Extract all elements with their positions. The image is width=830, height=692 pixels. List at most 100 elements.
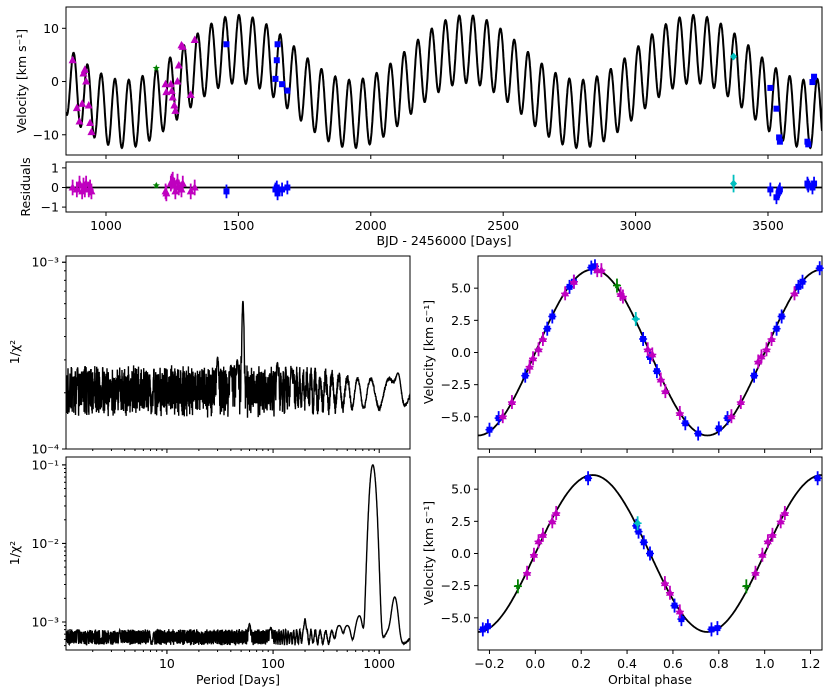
square-marker — [805, 141, 812, 148]
triangle-marker — [78, 99, 87, 107]
panel-periodogram_top: 10⁻³ 10⁻⁴ — [31, 255, 411, 457]
triangle-marker — [170, 181, 179, 189]
star-marker — [152, 181, 160, 189]
triangle-marker — [548, 516, 557, 525]
triangle-marker — [751, 568, 760, 576]
square-marker — [588, 264, 595, 271]
triangle-marker — [780, 508, 789, 516]
triangle-marker — [538, 530, 547, 538]
triangle-marker — [660, 578, 669, 587]
triangle-marker — [178, 179, 187, 187]
diamond-marker — [634, 519, 642, 528]
square-marker — [566, 283, 573, 290]
triangle-marker — [552, 508, 561, 516]
square-marker — [809, 184, 816, 191]
triangle-marker — [675, 408, 684, 416]
triangle-marker — [648, 349, 657, 358]
triangle-marker — [72, 103, 81, 112]
triangle-marker — [569, 277, 578, 285]
square-marker — [799, 278, 806, 285]
y-tick-label: 5.0 — [451, 482, 471, 497]
x-tick-label: 1000 — [363, 656, 395, 671]
periodogram-curve — [66, 300, 410, 418]
y-tick-label: 0 — [51, 180, 59, 195]
y-tick-label: −2.5 — [441, 578, 471, 593]
square-marker — [773, 105, 780, 112]
x-tick-label: 1.2 — [801, 656, 821, 671]
square-marker — [811, 73, 818, 80]
y-tick-label: −2.5 — [441, 377, 471, 392]
square-marker — [653, 368, 660, 375]
triangle-marker — [174, 61, 183, 69]
triangle-marker — [162, 188, 171, 197]
square-marker — [811, 180, 818, 187]
triangle-marker — [790, 288, 799, 297]
triangle-marker — [529, 353, 538, 362]
square-marker — [724, 415, 731, 422]
x-tick-label: 1500 — [222, 218, 254, 233]
square-marker — [776, 134, 783, 141]
square-marker — [695, 430, 702, 437]
triangle-marker — [727, 411, 736, 420]
y-tick-label: −5.0 — [441, 610, 471, 625]
x-tick-label: 0.8 — [709, 656, 729, 671]
diamond-marker — [632, 315, 640, 324]
square-marker — [647, 550, 653, 557]
triangle-marker — [534, 536, 543, 545]
x-tick-label: 0.2 — [571, 656, 591, 671]
ylabel-residuals: Residuals — [18, 157, 33, 216]
square-marker — [274, 190, 281, 197]
triangle-marker — [87, 127, 96, 136]
square-marker — [633, 522, 640, 529]
x-tick-label: 1000 — [90, 218, 122, 233]
square-marker — [223, 41, 230, 48]
x-tick-label: −0.2 — [474, 656, 504, 671]
square-marker — [773, 194, 780, 201]
y-tick-label: 10⁻² — [31, 536, 59, 551]
y-tick-label: 10⁻¹ — [31, 457, 59, 472]
triangle-marker — [171, 186, 180, 195]
square-marker — [751, 372, 758, 379]
star-marker — [514, 582, 522, 590]
triangle-marker — [190, 182, 199, 191]
square-marker — [272, 75, 279, 82]
x-tick-label: 100 — [261, 656, 285, 671]
axes-frame — [65, 255, 411, 450]
triangle-marker — [534, 344, 543, 353]
triangle-marker — [186, 186, 195, 195]
y-tick-label: −10 — [33, 127, 59, 142]
square-marker — [479, 626, 486, 633]
diamond-marker — [730, 52, 738, 61]
triangle-marker — [167, 86, 176, 95]
triangle-marker — [82, 77, 91, 85]
triangle-marker — [523, 568, 532, 576]
square-marker — [767, 84, 774, 91]
x-tick-label: 2000 — [355, 218, 387, 233]
triangle-marker — [776, 516, 785, 525]
y-tick-label: −5.0 — [441, 409, 471, 424]
square-marker — [484, 623, 491, 630]
triangle-marker — [525, 362, 534, 370]
xlabel-bjd: BJD - 2456000 [Days] — [377, 233, 512, 248]
square-marker — [715, 425, 722, 432]
square-marker — [279, 81, 286, 88]
square-marker — [274, 41, 281, 48]
xlabel-period: Period [Days] — [196, 672, 280, 687]
x-tick-label: 1.0 — [755, 656, 775, 671]
triangle-marker — [538, 334, 547, 342]
triangle-marker — [661, 386, 670, 395]
square-marker — [284, 184, 291, 191]
triangle-marker — [68, 182, 77, 191]
y-tick-label: 10⁻⁴ — [31, 442, 59, 457]
panel-rv_time: 10 0 −10 — [33, 6, 823, 159]
square-marker — [682, 420, 689, 427]
y-tick-label: 10⁻³ — [31, 614, 59, 629]
triangle-marker — [767, 334, 776, 342]
y-tick-label: 2.5 — [451, 313, 471, 328]
square-marker — [522, 372, 529, 379]
square-marker — [714, 625, 721, 632]
x-tick-label: 3500 — [752, 218, 784, 233]
square-marker — [805, 182, 812, 189]
y-tick-label: 0 — [51, 74, 59, 89]
triangle-marker — [498, 411, 507, 420]
